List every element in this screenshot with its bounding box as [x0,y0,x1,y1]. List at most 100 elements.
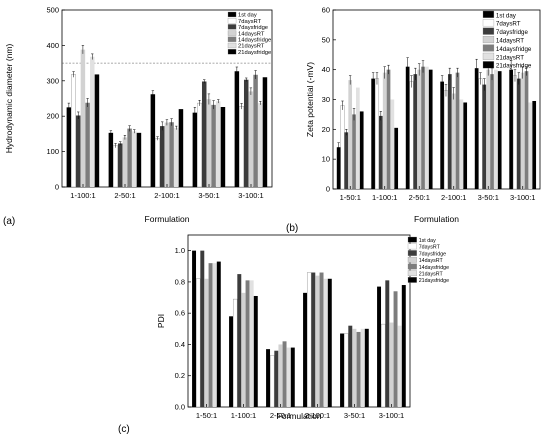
legend-swatch [482,61,495,69]
legend-label: 1st day [496,12,517,19]
bar-b-4-3 [486,69,491,189]
bar-a-2-3 [164,122,170,187]
bar-c-1-4 [245,280,250,407]
y-tick-label: 300 [46,76,59,85]
bar-b-3-1 [443,90,449,190]
bar-b-2-3 [417,69,422,189]
bar-a-3-1 [197,102,202,188]
legend-label: 1st day [238,13,257,19]
bar-b-1-0 [371,78,375,189]
legend: 1st day7daysRT7daysfridge14daysRT14daysf… [407,236,449,284]
y-tick-label: 10 [322,155,330,164]
legend-label: 7daysRT [496,21,521,28]
bar-a-3-0 [192,112,198,187]
bar-a-2-6 [178,109,184,187]
bar-a-4-2 [243,79,249,187]
bar-a-4-0 [234,71,240,187]
bar-c-0-2 [200,250,205,407]
bar-c-4-1 [343,333,349,408]
bar-a-1-6 [136,132,142,187]
legend-swatch [227,42,237,49]
bar-b-0-2 [344,132,349,189]
bar-c-2-5 [286,347,291,407]
y-axis-label: Zeta potential (-mV) [305,62,315,137]
bar-b-1-4 [386,69,391,189]
bar-b-2-2 [413,74,418,189]
bar-b-1-1 [374,78,380,190]
bar-c-2-0 [266,349,271,407]
bar-b-1-5 [390,99,395,189]
bar-c-1-1 [232,298,238,408]
bar-c-2-4 [282,341,287,407]
bar-b-4-6 [497,71,502,189]
bar-c-4-4 [356,331,361,407]
bar-b-3-0 [440,81,444,189]
bar-b-4-0 [474,68,479,189]
bar-c-0-3 [204,278,209,407]
bar-c-2-1 [269,355,275,408]
x-tick-label: 2-100:1 [154,191,179,200]
legend-swatch [482,19,495,27]
bar-b-3-6 [463,102,468,189]
bar-c-3-4 [319,272,324,407]
bar-a-0-0 [66,107,72,187]
bar-c-5-2 [385,280,390,407]
y-tick-label: 100 [46,147,59,156]
y-tick-label: 0.8 [175,277,185,286]
bar-c-5-6 [401,285,406,407]
bar-a-1-5 [132,131,137,187]
bar-c-2-2 [274,350,279,407]
bar-b-5-1 [512,75,518,190]
bar-b-5-0 [509,69,513,189]
x-tick-label: 3-50:1 [344,411,365,420]
bar-a-2-4 [169,122,174,187]
bar-b-0-0 [336,147,341,189]
legend-label: 14daysfridge [238,37,271,43]
legend: 1st day7daysRT7daysfridge14daysRT14daysf… [227,11,271,56]
legend-label: 14daysfridge [496,46,532,53]
y-axis-label: PDI [156,314,166,328]
bar-c-1-0 [229,316,234,407]
legend-swatch [407,270,417,277]
bar-b-1-2 [378,115,383,189]
bar-c-2-6 [290,347,295,407]
legend-swatch [482,27,495,35]
legend-label: 14daysfridge [419,265,449,271]
bar-a-3-2 [201,81,207,187]
legend-swatch [482,10,495,18]
bar-c-0-1 [195,278,201,408]
bar-b-0-5 [356,87,360,189]
bar-a-0-5 [90,56,95,188]
bar-b-0-4 [352,114,356,189]
bar-c-1-2 [237,274,242,407]
legend-label: 14daysRT [238,31,265,37]
legend-label: 14daysRT [496,38,524,45]
bar-a-3-3 [206,99,212,187]
y-tick-label: 50 [322,35,330,44]
y-tick-label: 0.2 [175,371,185,380]
y-tick-label: 0.0 [175,403,185,412]
legend-swatch [227,18,237,24]
bar-a-0-6 [94,74,100,187]
bar-a-2-0 [150,94,156,187]
bar-c-0-0 [192,250,197,407]
y-tick-label: 60 [322,6,330,15]
legend-label: 7daysfridge [496,29,529,36]
bar-c-3-5 [323,278,328,407]
legend-swatch [407,250,417,256]
y-tick-label: 30 [322,95,330,104]
bar-a-3-4 [211,104,216,187]
x-tick-label: 1-50:1 [340,193,361,202]
panel-b-chart: 0 10 20 30 40 50 60 1-50:1 1-100:1 2-50:1 2-100:1 3… [286,6,541,234]
bar-b-5-5 [528,102,533,189]
bar-c-2-3 [278,344,283,407]
bar-c-4-0 [340,333,345,407]
bar-c-4-2 [348,325,353,407]
bar-b-5-2 [516,78,521,189]
bar-a-2-5 [174,127,179,187]
bar-c-5-0 [377,286,382,407]
bar-b-5-4 [524,71,529,189]
legend-label: 7daysRT [419,245,441,251]
x-tick-label: 2-100:1 [305,411,330,420]
bar-b-2-4 [421,66,425,189]
